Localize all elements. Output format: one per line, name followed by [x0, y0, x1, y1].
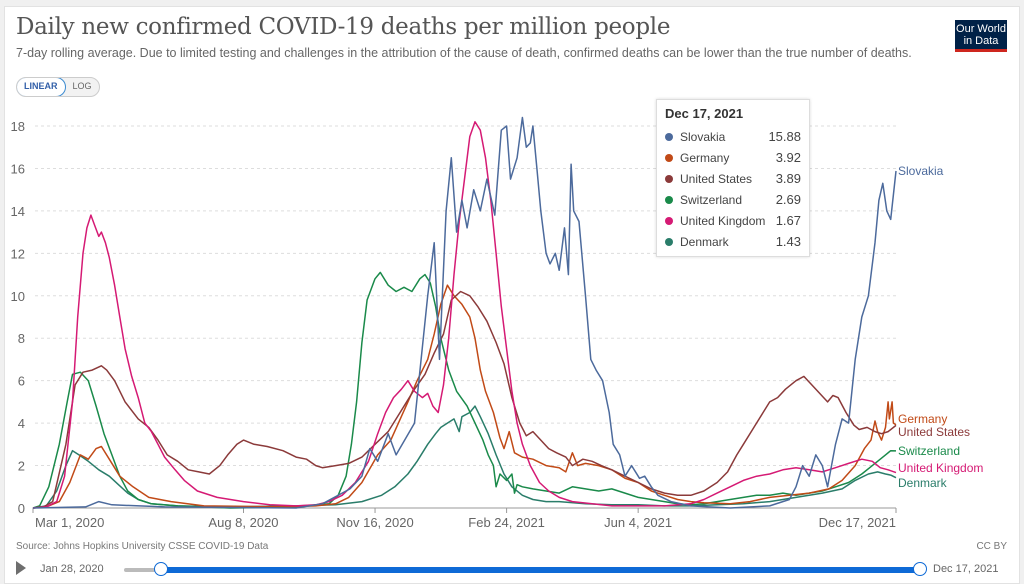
tooltip-row: United Kingdom 1.67	[665, 210, 801, 231]
end-label-united-kingdom[interactable]: United Kingdom	[898, 461, 983, 475]
tooltip-row: Germany 3.92	[665, 147, 801, 168]
x-tick-label: Aug 8, 2020	[208, 515, 278, 530]
tooltip-row: Switzerland 2.69	[665, 189, 801, 210]
legend-dot-icon	[665, 132, 673, 141]
end-label-switzerland[interactable]: Switzerland	[898, 444, 960, 458]
series-line-switzerland[interactable]	[32, 271, 897, 509]
owid-logo[interactable]: Our World in Data	[955, 20, 1007, 52]
source-note[interactable]: Source: Johns Hopkins University CSSE CO…	[16, 541, 269, 552]
timeline-start-label: Jan 28, 2020	[40, 563, 104, 575]
timeline-end-handle[interactable]	[913, 562, 927, 576]
y-tick-label: 10	[11, 289, 25, 304]
x-tick-label: Jun 4, 2021	[604, 515, 672, 530]
chart-title: Daily new confirmed COVID-19 deaths per …	[16, 14, 671, 40]
linear-scale-button[interactable]: LINEAR	[16, 78, 66, 96]
tooltip-row: United States 3.89	[665, 168, 801, 189]
end-label-united-states[interactable]: United States	[898, 425, 970, 439]
end-label-denmark[interactable]: Denmark	[898, 476, 948, 490]
y-tick-label: 6	[18, 374, 25, 389]
tooltip-date: Dec 17, 2021	[665, 106, 744, 121]
tooltip-series-value: 1.43	[775, 234, 801, 249]
y-tick-label: 8	[18, 331, 25, 346]
logo-line-2: in Data	[963, 35, 999, 47]
log-scale-button[interactable]: LOG	[72, 81, 92, 91]
series-line-denmark[interactable]	[32, 405, 897, 509]
legend-dot-icon	[665, 216, 673, 225]
timeline-track[interactable]	[124, 568, 164, 572]
tooltip-series-value: 3.89	[775, 171, 801, 186]
hover-tooltip: Dec 17, 2021 Slovakia 15.88 Germany 3.92 Uni…	[656, 99, 810, 257]
chart-subtitle: 7-day rolling average. Due to limited te…	[16, 46, 912, 60]
tooltip-row: Slovakia 15.88	[665, 126, 801, 147]
x-tick-label: Mar 1, 2020	[35, 515, 104, 530]
series-line-united-kingdom[interactable]	[32, 121, 897, 509]
legend-dot-icon	[665, 153, 673, 162]
series-lines	[32, 116, 897, 509]
tooltip-series-name: Switzerland	[680, 192, 743, 207]
legend-dot-icon	[665, 195, 673, 204]
tooltip-series-name: United Kingdom	[680, 213, 766, 228]
tooltip-series-value: 15.88	[768, 129, 801, 144]
legend-dot-icon	[665, 174, 673, 183]
end-label-germany[interactable]: Germany	[898, 412, 947, 426]
tooltip-series-name: Germany	[680, 150, 730, 165]
license-link[interactable]: CC BY	[976, 541, 1007, 552]
y-tick-label: 16	[11, 161, 25, 176]
x-tick-label: Nov 16, 2020	[336, 515, 413, 530]
y-tick-label: 14	[11, 204, 25, 219]
y-axis: 0 2 4 6 8 10 12 14 16 18	[11, 119, 25, 516]
timeline-start-handle[interactable]	[154, 562, 168, 576]
series-line-germany[interactable]	[32, 284, 897, 509]
tooltip-row: Denmark 1.43	[665, 231, 801, 252]
x-axis: Mar 1, 2020 Aug 8, 2020 Nov 16, 2020 Feb 24…	[32, 507, 897, 530]
x-tick-label: Feb 24, 2021	[468, 515, 545, 530]
y-tick-label: 0	[18, 501, 25, 516]
y-tick-label: 4	[18, 416, 25, 431]
timeline-selected-range[interactable]	[160, 567, 920, 573]
logo-line-1: Our World	[956, 23, 1006, 35]
tooltip-series-value: 3.92	[775, 150, 801, 165]
end-label-slovakia[interactable]: Slovakia	[898, 164, 944, 178]
y-tick-label: 12	[11, 246, 25, 261]
series-line-slovakia[interactable]	[32, 116, 897, 509]
x-tick-label: Dec 17, 2021	[819, 515, 896, 530]
y-tick-label: 2	[18, 459, 25, 474]
tooltip-series-name: United States	[680, 171, 753, 186]
scale-toggle[interactable]: LINEAR LOG	[16, 77, 100, 97]
legend-dot-icon	[665, 237, 673, 246]
tooltip-series-value: 2.69	[775, 192, 801, 207]
timeline-end-label: Dec 17, 2021	[933, 563, 999, 575]
tooltip-series-name: Denmark	[680, 234, 729, 249]
tooltip-series-value: 1.67	[775, 213, 801, 228]
tooltip-series-name: Slovakia	[680, 129, 726, 144]
series-line-united-states[interactable]	[32, 290, 897, 509]
y-tick-label: 18	[11, 119, 25, 134]
play-icon[interactable]	[16, 561, 26, 575]
